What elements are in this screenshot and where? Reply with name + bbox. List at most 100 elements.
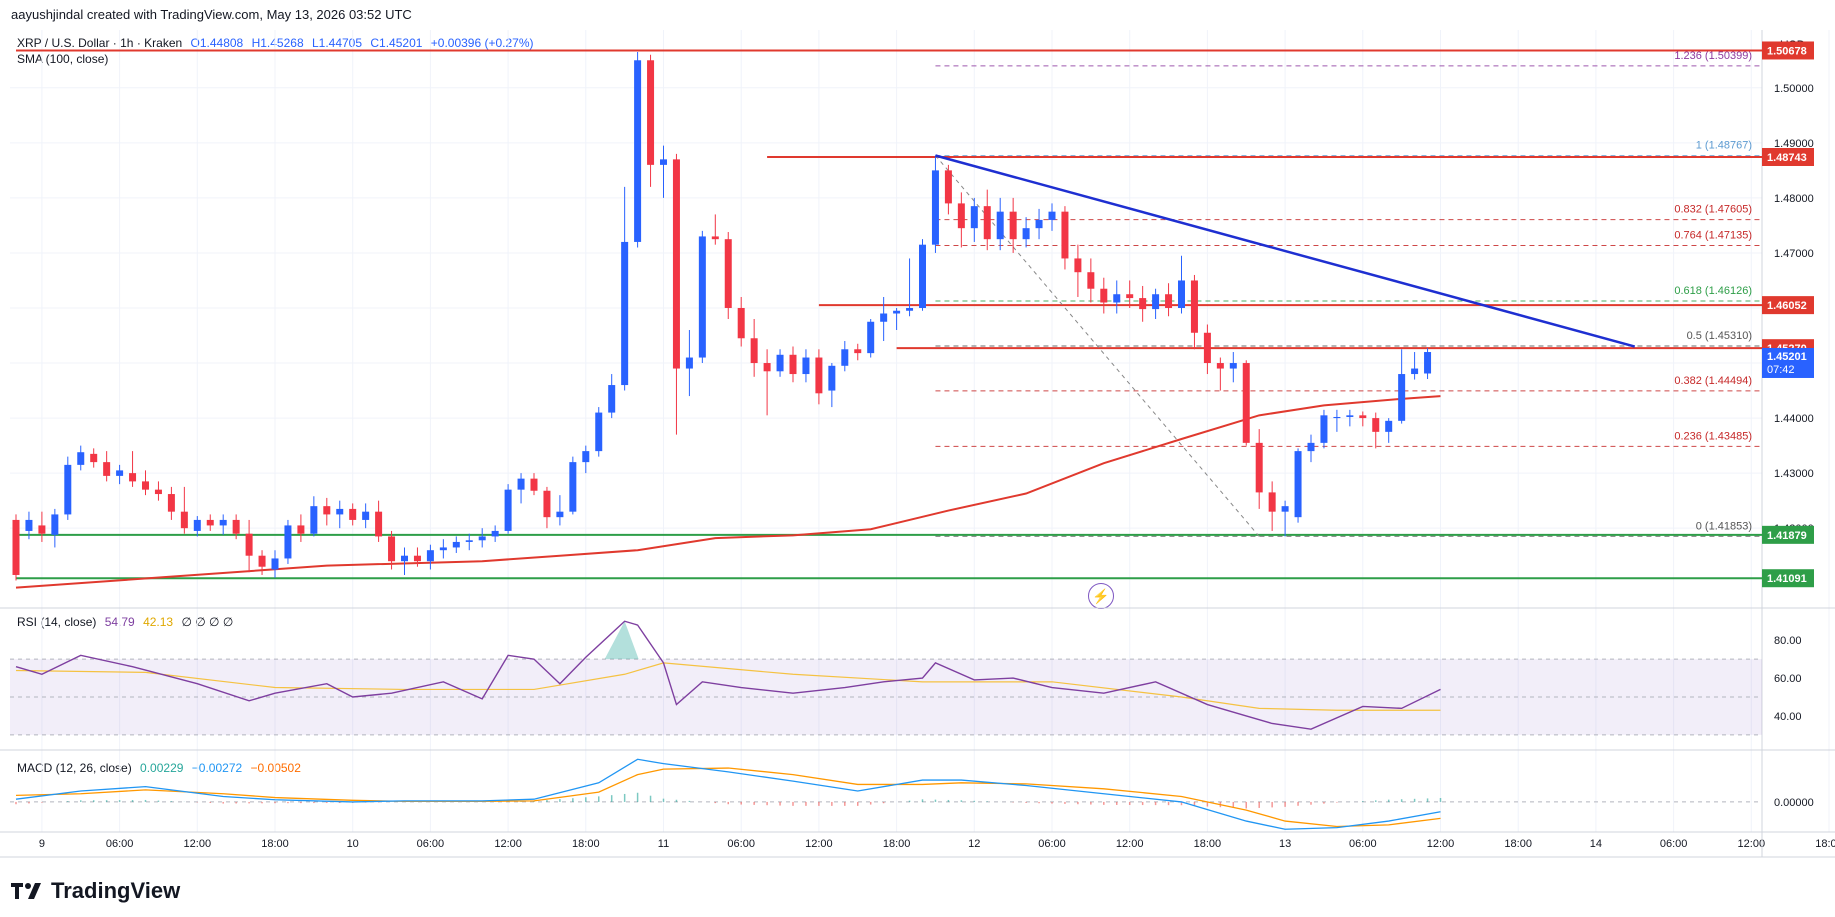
level-axis-badge [1762,569,1814,588]
sma-label[interactable]: SMA (100, close) [17,52,109,66]
candle-body [25,519,33,531]
time-tick-label: 18:00 [572,838,600,850]
time-tick-label: 12:00 [805,838,833,850]
chart-attribution: aayushjindal created with TradingView.co… [11,7,412,22]
candle-countdown: 07:42 [1767,364,1795,376]
candle-body [1281,506,1289,512]
fib-level-label: 1.236 (1.50399) [1674,50,1752,62]
macd-signal-value: −0.00502 [250,761,301,775]
candle-body [1139,298,1147,310]
symbol-legend[interactable]: XRP / U.S. Dollar · 1h · Kraken O1.44808… [17,36,539,50]
time-tick-label: 18:00 [1504,838,1532,850]
price-tick-label: 1.44000 [1774,413,1814,425]
candle-body [284,525,292,559]
price-tick-label: 1.49000 [1774,138,1814,150]
time-tick-label: 12:00 [494,838,522,850]
time-tick-label: 06:00 [1038,838,1066,850]
candle-body [1346,415,1354,417]
candle-body [931,170,939,245]
time-tick-label: 13 [1279,838,1291,850]
candle-body [530,478,538,491]
fib-level-label: 1 (1.48767) [1696,140,1752,152]
brand-name: TradingView [51,878,181,903]
rsi-label[interactable]: RSI (14, close) [17,615,97,629]
candle-body [375,511,383,537]
rsi-overbought-fill [604,621,639,660]
candle-body [336,508,344,515]
candle-body [1190,280,1198,333]
macd-label[interactable]: MACD (12, 26, close) [17,761,132,775]
candle-body [349,508,357,520]
candle-body [841,349,849,366]
ohlc-close: C1.45201 [370,36,423,50]
time-tick-label: 06:00 [1349,838,1377,850]
time-tick-label: 11 [658,838,669,850]
candle-body [465,540,473,542]
time-tick-label: 06:00 [727,838,755,850]
time-tick-label: 18:00 [1194,838,1222,850]
rsi-tick-label: 80.00 [1774,635,1802,647]
candle-body [478,536,486,541]
candle-body [944,170,952,204]
candle-body [439,547,447,551]
macd-histogram-value: 0.00229 [140,761,184,775]
candle-body [388,536,396,562]
candle-body [1411,368,1419,375]
fib-level-label: 0.764 (1.47135) [1674,230,1752,242]
tradingview-logo: TradingView [11,878,180,904]
time-tick-label: 12:00 [1427,838,1455,850]
time-tick-label: 12:00 [1738,838,1766,850]
candle-body [452,541,460,548]
fib-level-label: 0.618 (1.46126) [1674,285,1752,297]
ohlc-high: H1.45268 [251,36,304,50]
level-axis-badge [1762,296,1814,315]
candle-body [90,453,98,463]
candle-body [711,236,719,240]
candle-body [504,489,512,531]
candle-body [1424,352,1432,374]
rsi-legend[interactable]: RSI (14, close) 54.79 42.13 ∅ ∅ ∅ ∅ [17,615,238,629]
candle-body [724,239,732,308]
candle-body [1035,219,1043,229]
tradingview-logo-icon [11,883,41,899]
candle-body [815,357,823,394]
candle-body [310,506,318,534]
macd-line [15,758,1441,830]
candle-body [1320,415,1328,443]
candle-body [698,236,706,358]
time-tick-label: 18:00 [883,838,911,850]
candle-body [776,354,784,372]
candle-body [1333,416,1341,419]
time-tick-label: 12:00 [1116,838,1144,850]
sma-legend[interactable]: SMA (100, close) [17,52,113,66]
symbol-name[interactable]: XRP / U.S. Dollar · 1h · Kraken [17,36,183,50]
candle-body [517,478,525,490]
candle-body [919,244,926,308]
time-tick-label: 10 [347,838,359,850]
candle-body [1009,211,1017,240]
fib-level-label: 0.236 (1.43485) [1674,430,1752,442]
candle-body [1216,363,1224,369]
rsi-band-fill [10,659,1762,735]
candle-body [154,489,162,495]
macd-legend[interactable]: MACD (12, 26, close) 0.00229 −0.00272 −0… [17,761,306,775]
current-price-badge [1762,347,1814,378]
candle-body [1242,363,1250,443]
candle-body [491,530,499,537]
candle-body [970,206,978,229]
candle-body [569,462,577,512]
candle-body [867,321,875,354]
candle-body [1152,294,1160,310]
candle-body [1372,418,1380,432]
candle-body [245,533,253,556]
candle-body [595,412,603,452]
candle-body [271,558,279,570]
bearish-trend-line [935,154,1636,348]
level-axis-badge [1762,525,1814,544]
time-tick-label: 18:00 [1815,838,1835,850]
candle-body [789,354,797,375]
candle-body [621,241,629,386]
level-axis-badge [1762,41,1814,60]
level-axis-value: 1.50678 [1767,45,1807,57]
